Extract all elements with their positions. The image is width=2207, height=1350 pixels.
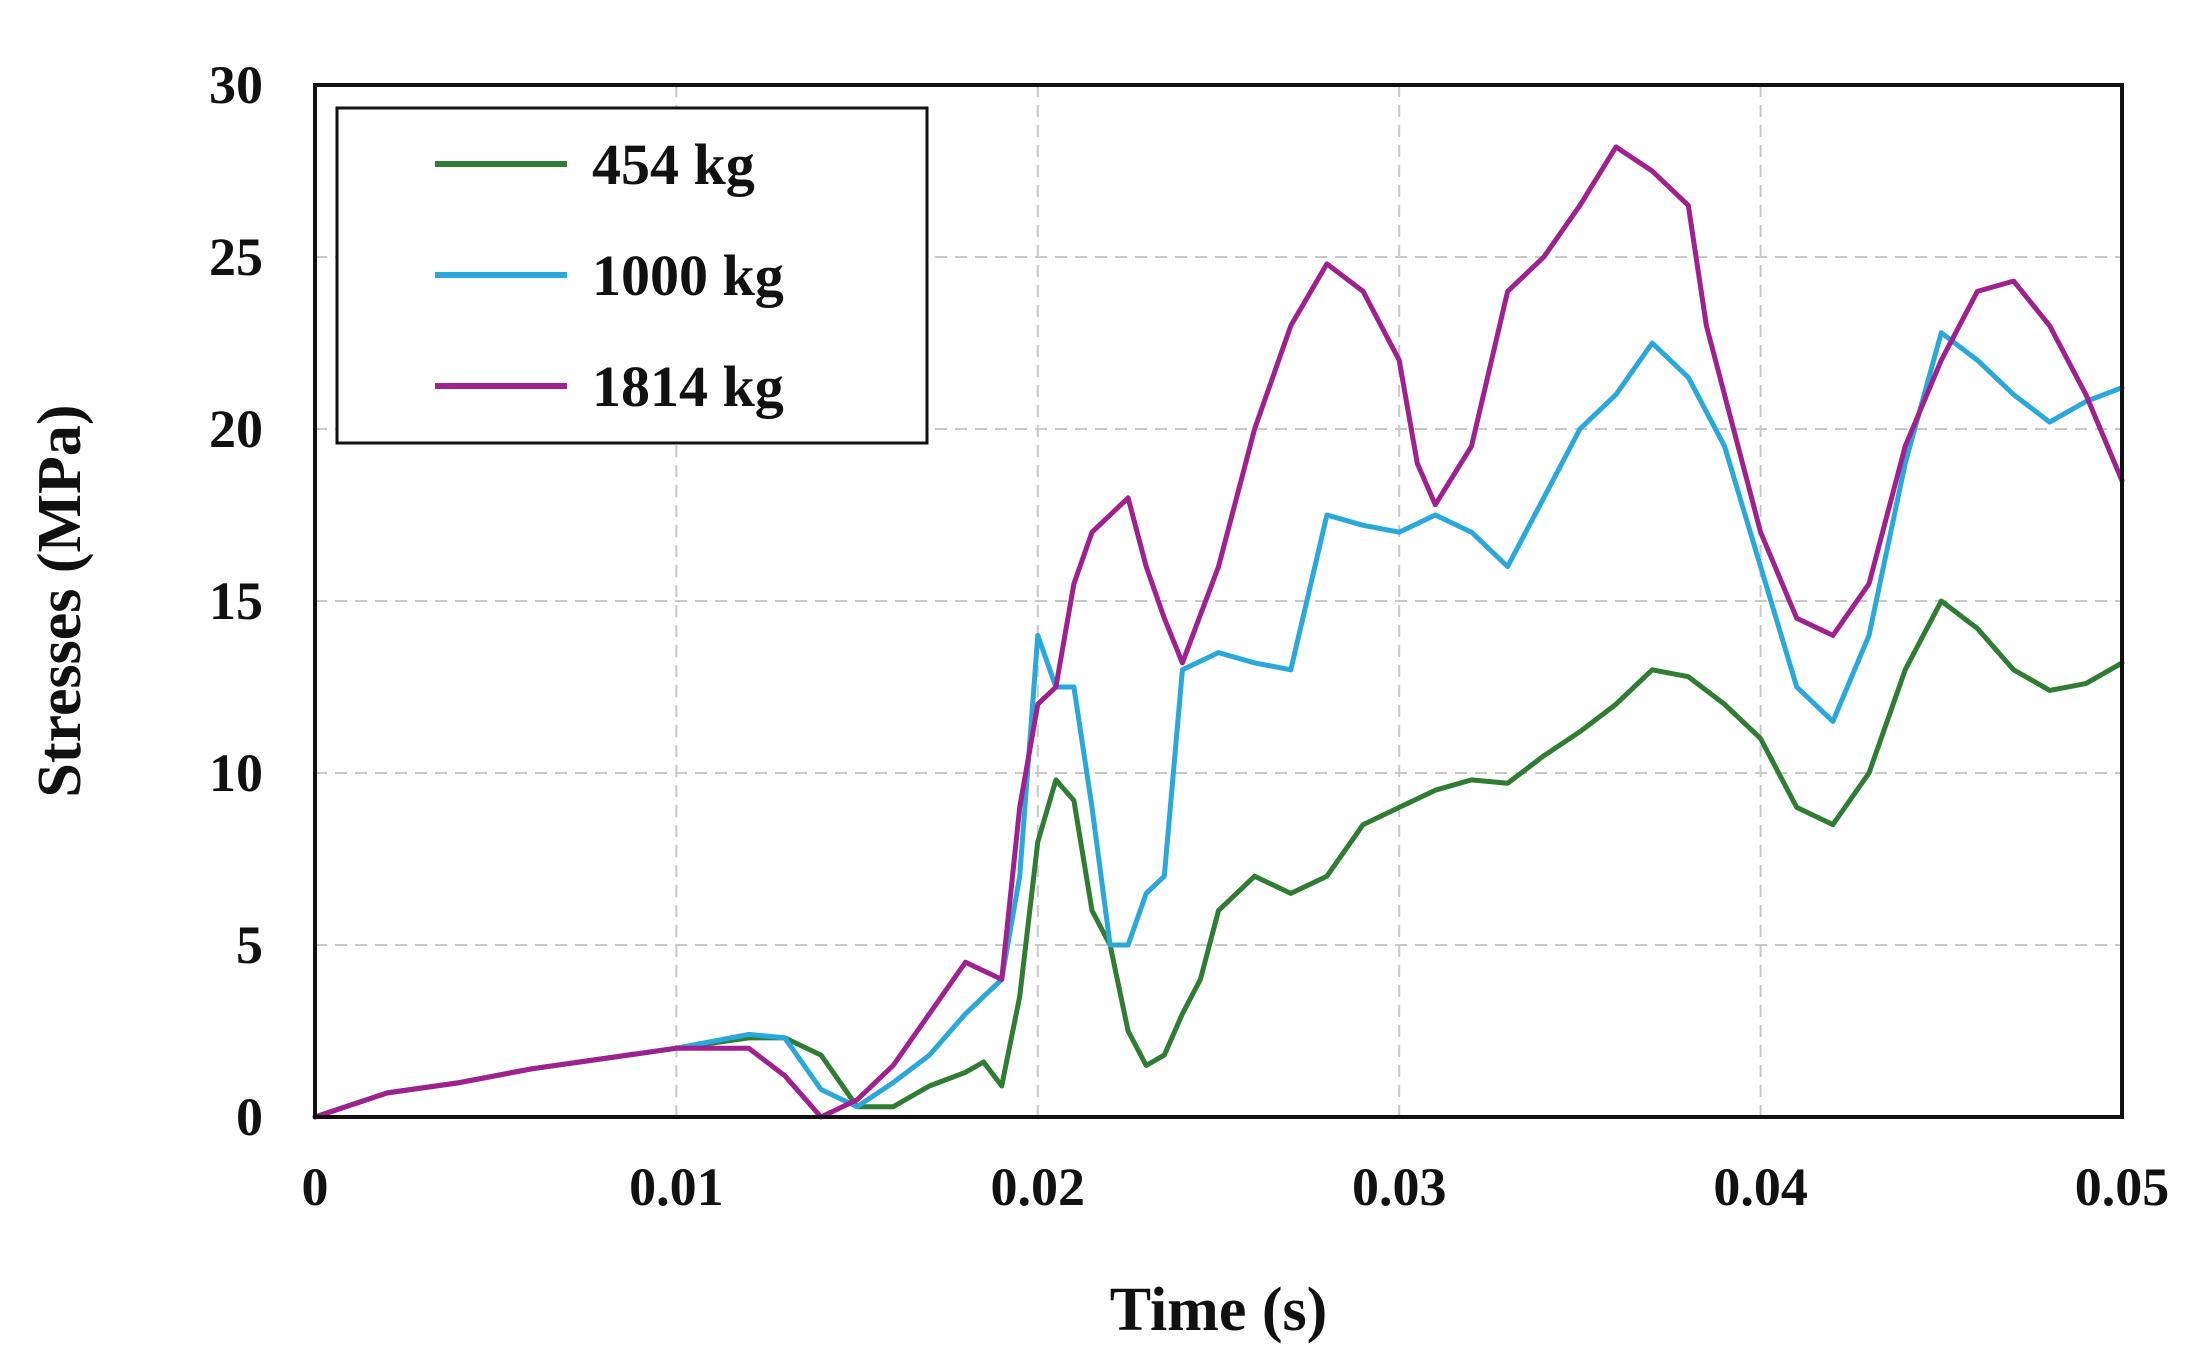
legend-label: 454 kg — [592, 132, 755, 197]
x-tick-label: 0.05 — [2075, 1157, 2170, 1217]
plot-area-frame — [313, 83, 2124, 1119]
x-tick-label: 0 — [302, 1157, 329, 1217]
y-tick-label: 20 — [209, 399, 263, 459]
legend: 454 kg 1000 kg 1814 kg — [335, 106, 929, 445]
x-tick-label: 0.04 — [1713, 1157, 1808, 1217]
legend-label: 1000 kg — [592, 243, 784, 308]
x-tick-label: 0.01 — [629, 1157, 724, 1217]
y-tick-label: 0 — [236, 1087, 263, 1147]
y-tick-label: 5 — [236, 915, 263, 975]
legend-label: 1814 kg — [592, 354, 784, 419]
y-tick-label: 30 — [209, 55, 263, 115]
series-line-1 — [312, 598, 2125, 1120]
series-line-3 — [312, 144, 2125, 1120]
x-tick-label: 0.03 — [1352, 1157, 1447, 1217]
series-group — [312, 144, 2125, 1120]
grid — [315, 85, 2122, 1117]
series-line-2 — [312, 330, 2125, 1120]
x-axis-title: Time (s) — [1110, 1276, 1328, 1344]
y-tick-label: 25 — [209, 227, 263, 287]
x-tick-label: 0.02 — [991, 1157, 1086, 1217]
tick-labels: 0 0.01 0.02 0.03 0.04 0.05 0 5 10 15 20 25 30 — [209, 55, 2169, 1217]
y-tick-label: 10 — [209, 743, 263, 803]
y-tick-label: 15 — [209, 571, 263, 631]
y-axis-title: Stresses (MPa) — [26, 404, 94, 797]
